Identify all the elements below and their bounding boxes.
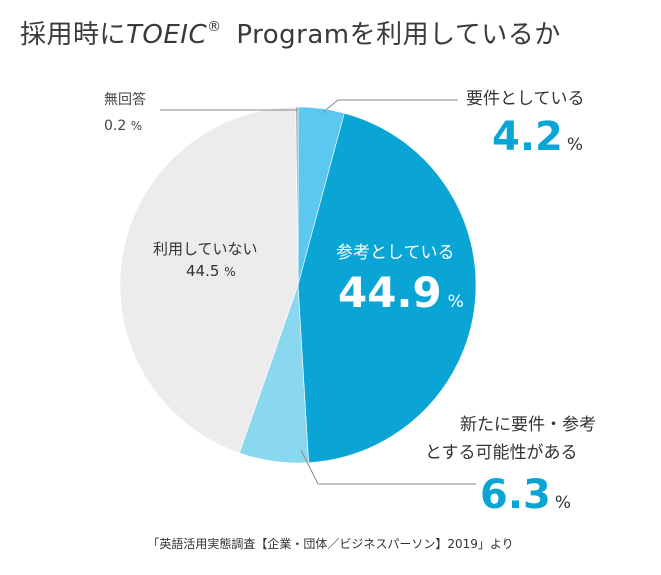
value-no-answer-number: 0.2 xyxy=(104,118,127,134)
value-requirement: 4.2% xyxy=(492,114,583,160)
value-no-answer: 0.2 % xyxy=(104,116,142,136)
value-not-used: 44.5 % xyxy=(186,262,236,280)
value-reference: 44.9% xyxy=(338,268,464,317)
leader-possible xyxy=(300,449,476,485)
title-brand: TOEIC xyxy=(126,20,208,50)
value-possible-unit: % xyxy=(554,493,572,513)
source-note: 「英語活用実態調査【企業・団体／ビジネスパーソン】2019」より xyxy=(147,537,514,551)
slice-not-used xyxy=(119,106,299,454)
leader-lines xyxy=(160,99,476,485)
value-not-used-unit: % xyxy=(224,265,236,279)
chart-title: 採用時にTOEIC® Programを利用しているか xyxy=(20,14,561,51)
value-not-used-number: 44.5 xyxy=(186,262,220,280)
label-possible-line2: とする可能性がある xyxy=(425,443,578,463)
label-no-answer: 無回答 xyxy=(104,92,146,108)
slice-reference xyxy=(297,112,477,463)
value-possible-number: 6.3 xyxy=(480,472,551,518)
title-suffix: Programを利用しているか xyxy=(227,20,561,50)
value-no-answer-unit: % xyxy=(130,119,143,133)
label-reference: 参考としている xyxy=(336,243,455,263)
label-possible-line1: 新たに要件・参考 xyxy=(460,415,596,435)
value-reference-number: 44.9 xyxy=(338,268,442,317)
slice-no-answer xyxy=(295,106,299,286)
value-possible: 6.3% xyxy=(480,472,571,518)
title-prefix: 採用時に xyxy=(20,20,127,50)
value-requirement-unit: % xyxy=(566,135,584,155)
value-reference-unit: % xyxy=(447,292,464,312)
title-reg-mark: ® xyxy=(207,19,222,36)
leader-requirement xyxy=(321,99,458,114)
label-requirement: 要件としている xyxy=(466,89,585,109)
value-requirement-number: 4.2 xyxy=(492,114,563,160)
pie-slices xyxy=(119,106,477,464)
label-not-used: 利用していない xyxy=(153,240,258,258)
